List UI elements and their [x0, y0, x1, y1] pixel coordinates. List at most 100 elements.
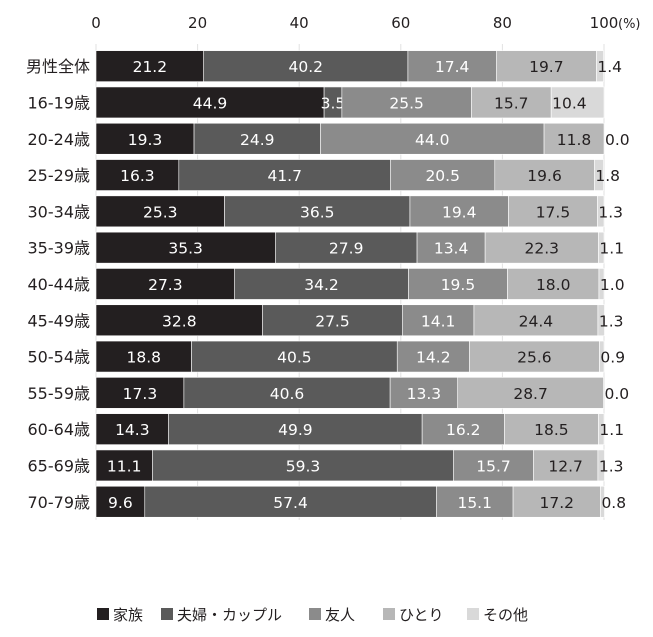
bar-segment [168, 413, 423, 445]
data-label: 11.8 [557, 131, 592, 149]
data-label: 13.4 [434, 240, 469, 258]
bar-segment [95, 159, 180, 191]
data-label: 1.4 [597, 58, 622, 76]
category-label: 45-49歳 [28, 311, 91, 330]
bar-segment [402, 304, 475, 337]
legend-label: 夫婦・カップル [177, 606, 282, 624]
data-label: 0.9 [600, 349, 625, 367]
bar-segment [183, 377, 391, 409]
data-label: 1.0 [600, 276, 625, 294]
bar-segment [598, 268, 605, 300]
bar-segment [224, 195, 411, 228]
data-label: 19.6 [527, 167, 562, 185]
category-label: 50-54歳 [28, 348, 91, 367]
data-label: 1.8 [595, 167, 620, 185]
bar-segment [95, 377, 185, 409]
x-tick-label: 0 [91, 14, 101, 32]
category-label: 35-39歳 [28, 239, 91, 258]
bar-segment [453, 449, 534, 482]
bar-segment [599, 340, 605, 373]
bar-segment [598, 231, 605, 264]
bar-segment [95, 195, 225, 228]
bar-segment [533, 449, 599, 482]
data-label: 49.9 [278, 421, 313, 439]
bar-segment [390, 159, 496, 191]
legend: 家族 夫婦・カップル 友人 ひとり その他 [97, 606, 528, 624]
data-label: 1.1 [599, 421, 624, 439]
legend-label: 家族 [113, 606, 143, 624]
data-label: 15.7 [476, 457, 511, 475]
data-label: 17.2 [539, 494, 574, 512]
category-label: 60-64歳 [28, 420, 91, 439]
data-label: 3.5 [321, 94, 346, 112]
data-label: 18.0 [536, 276, 571, 294]
data-label: 10.4 [552, 94, 587, 112]
data-label: 1.3 [599, 457, 624, 475]
bar-segment [144, 485, 437, 518]
legend-swatch [467, 608, 479, 620]
bar-segment [95, 86, 325, 119]
bar-segment [409, 195, 509, 228]
bar-segment [597, 304, 605, 337]
data-label: 19.3 [128, 131, 163, 149]
data-label: 11.1 [107, 457, 142, 475]
bar-segment [178, 159, 391, 191]
bar-segment [596, 50, 604, 82]
data-label: 17.3 [123, 385, 158, 403]
data-label: 1.3 [598, 203, 623, 221]
data-label: 9.6 [108, 494, 133, 512]
data-label: 16.2 [446, 421, 481, 439]
bar-segment [95, 50, 204, 82]
bar-segment [508, 195, 598, 228]
x-tick-label: 60 [391, 14, 410, 32]
data-label: 57.4 [273, 494, 308, 512]
data-label: 36.5 [300, 203, 335, 221]
category-label: 男性全体 [26, 57, 90, 76]
bar-segment [389, 377, 458, 409]
category-label: 65-69歳 [28, 456, 91, 475]
bar-segment [262, 304, 403, 337]
data-label: 16.3 [120, 167, 155, 185]
x-tick-label: 100 [590, 14, 619, 32]
data-label: 1.1 [599, 240, 624, 258]
data-label: 18.8 [126, 349, 161, 367]
data-label: 17.4 [435, 58, 470, 76]
data-label: 28.7 [513, 385, 548, 403]
bar-segment [494, 159, 595, 191]
bar-segment [95, 340, 192, 373]
x-axis-ticks: 0 20 40 60 80 100 (%) [91, 14, 640, 32]
bar-segment [504, 413, 599, 445]
bar-segment [95, 485, 146, 518]
bar-segment [550, 86, 605, 119]
bar-segment [496, 50, 597, 82]
data-label: 17.5 [536, 203, 571, 221]
bar-segment [597, 195, 605, 228]
bar-segment [193, 122, 321, 155]
data-label: 15.7 [494, 94, 529, 112]
data-label: 24.4 [519, 312, 554, 330]
data-label: 25.6 [517, 349, 552, 367]
legend-swatch [309, 608, 321, 620]
category-labels: 男性全体 16-19歳 20-24歳 25-29歳 30-34歳 35-39歳 40-44歳… [26, 57, 90, 512]
bars: 21.2 40.2 17.4 19.7 1.4 44.9 3.5 25.5 15.7 10.4 19… [95, 50, 630, 518]
data-label: 22.3 [525, 240, 560, 258]
data-label: 35.3 [168, 240, 203, 258]
bar-segment [95, 268, 235, 300]
category-label: 16-19歳 [28, 93, 91, 112]
bar-segment [543, 122, 605, 155]
data-label: 25.5 [389, 94, 424, 112]
x-tick-label: 80 [493, 14, 512, 32]
data-label: 27.3 [148, 276, 183, 294]
bar-segment [95, 449, 153, 482]
data-label: 19.4 [442, 203, 477, 221]
data-label: 21.2 [133, 58, 168, 76]
legend-swatch [97, 608, 109, 620]
bar-segment [512, 485, 601, 518]
data-label: 40.6 [270, 385, 305, 403]
data-label: 19.7 [529, 58, 564, 76]
data-label: 14.1 [421, 312, 456, 330]
data-label: 40.5 [277, 349, 312, 367]
data-label: 12.7 [548, 457, 583, 475]
bar-segment [152, 449, 454, 482]
